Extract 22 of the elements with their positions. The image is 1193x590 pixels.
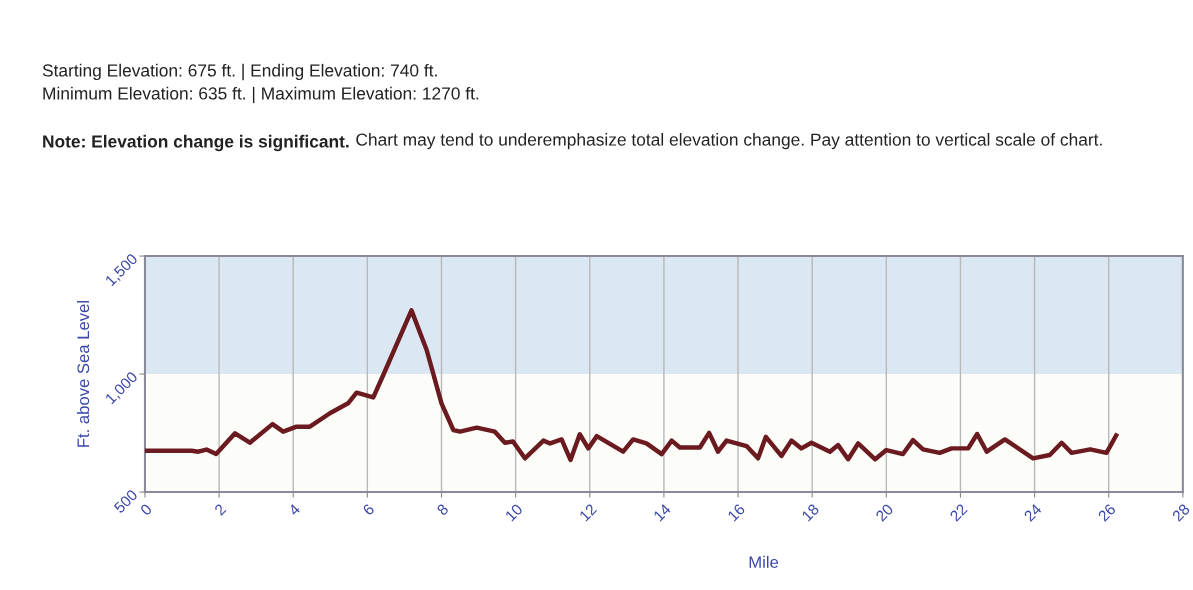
x-tick-label: 8 xyxy=(436,503,449,516)
x-tick-label: 18 xyxy=(801,503,820,522)
x-tick-label: 24 xyxy=(1023,503,1043,522)
x-tick-label: 20 xyxy=(875,503,894,522)
text: Note: Elevation change is significant. xyxy=(43,134,349,152)
x-tick-label: 14 xyxy=(653,503,672,522)
x-tick-label: 12 xyxy=(578,503,598,522)
x-tick-label: 6 xyxy=(362,503,375,516)
x-tick-label: 0 xyxy=(139,503,153,516)
x-tick-label: 10 xyxy=(504,503,524,522)
x-tick-label: 28 xyxy=(1171,503,1191,522)
text: Minimum Elevation: 635 ft. | Maximum Elevation: 1270 ft. xyxy=(43,86,479,104)
x-tick-label: 4 xyxy=(287,503,301,517)
x-tick-label: 2 xyxy=(213,503,227,516)
text: Starting Elevation: 675 ft. | Ending Elevation: 740 ft. xyxy=(42,63,437,81)
x-axis-title: Mile xyxy=(749,555,779,569)
x-tick-label: 16 xyxy=(727,503,746,522)
x-tick-label: 22 xyxy=(949,503,968,522)
x-tick-label: 26 xyxy=(1097,503,1117,522)
y-axis-title: Ft. above Sea Level xyxy=(76,301,90,447)
y-tick-label: 500 xyxy=(113,488,139,514)
text: Chart may tend to underemphasize total elevation change. Pay attention to vertical scale of chart. xyxy=(356,133,1102,150)
